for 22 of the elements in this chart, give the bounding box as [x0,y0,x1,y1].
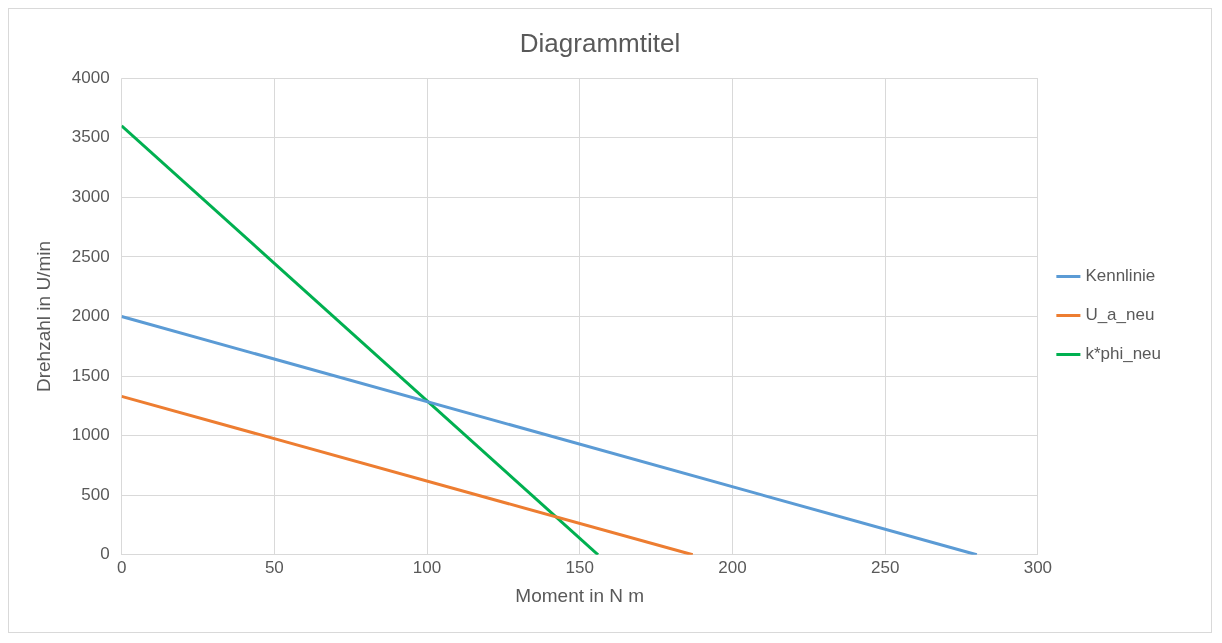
x-tick-label: 300 [1023,557,1053,577]
y-tick-label: 2000 [71,306,110,326]
y-tick-label: 4000 [71,67,110,87]
x-tick-label: 250 [870,557,900,577]
y-tick-label: 1000 [71,425,110,445]
y-tick-label: 0 [100,544,110,564]
legend-label: Kennlinie [1085,266,1156,286]
legend-label: k*phi_neu [1085,344,1161,364]
y-tick-label: 2500 [71,246,110,266]
x-tick-label: 0 [116,557,127,577]
x-tick-label: 50 [264,557,284,577]
y-axis-title: Drehzahl in U/min [32,241,54,392]
legend-label: U_a_neu [1085,305,1155,325]
x-tick-label: 200 [718,557,747,577]
x-tick-label: 150 [565,557,594,577]
y-tick-label: 3500 [71,127,110,147]
x-tick-label: 100 [412,557,442,577]
y-tick-label: 1500 [71,365,110,385]
x-axis-title: Moment in N m [515,584,645,606]
chart-title: Diagrammtitel [519,27,681,58]
y-tick-label: 3000 [71,187,110,207]
y-tick-label: 500 [81,484,110,504]
